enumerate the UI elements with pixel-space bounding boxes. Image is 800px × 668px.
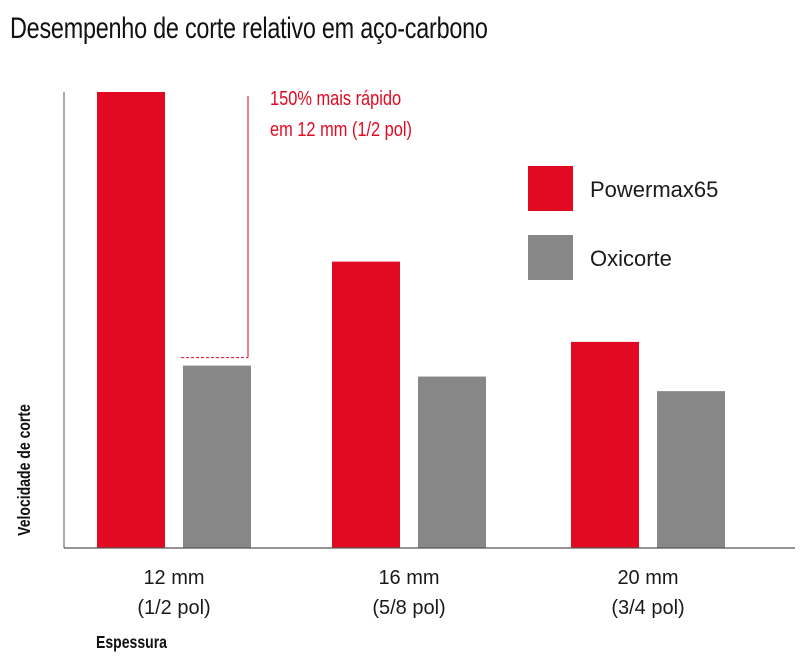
bar-oxicorte-2 [418, 376, 486, 548]
x-tick-label-3-line-1: 20 mm [617, 567, 678, 589]
annotation-text-line-1: 150% mais rápido [270, 86, 401, 109]
x-tick-label-2-line-2: (5/8 pol) [372, 597, 445, 619]
x-tick-labels: 12 mm (1/2 pol) 16 mm (5/8 pol) 20 mm (3/4 po… [137, 567, 684, 619]
legend-swatch-powermax65 [528, 166, 573, 211]
x-tick-label-3-line-2: (3/4 pol) [611, 597, 684, 619]
x-tick-label-2-line-1: 16 mm [378, 567, 439, 589]
bar-powermax65-3 [571, 341, 639, 548]
legend-swatch-oxicorte [528, 235, 573, 280]
y-axis-label: Velocidade de corte [14, 404, 34, 536]
legend: Powermax65 Oxicorte [528, 166, 718, 280]
annotation-text-line-2: em 12 mm (1/2 pol) [270, 117, 412, 140]
bar-powermax65-2 [332, 261, 400, 548]
legend-label-powermax65: Powermax65 [590, 177, 718, 202]
x-axis-label: Espessura [96, 632, 168, 652]
x-tick-label-1-line-1: 12 mm [143, 567, 204, 589]
bars-group [97, 92, 725, 548]
chart-title: Desempenho de corte relativo em aço-carb… [10, 12, 488, 45]
annotation-group: 150% mais rápido em 12 mm (1/2 pol) [181, 86, 412, 359]
bar-oxicorte-1 [183, 365, 251, 548]
legend-label-oxicorte: Oxicorte [590, 246, 672, 271]
bar-oxicorte-3 [657, 391, 725, 548]
bar-powermax65-1 [97, 92, 165, 548]
x-tick-label-1-line-2: (1/2 pol) [137, 597, 210, 619]
